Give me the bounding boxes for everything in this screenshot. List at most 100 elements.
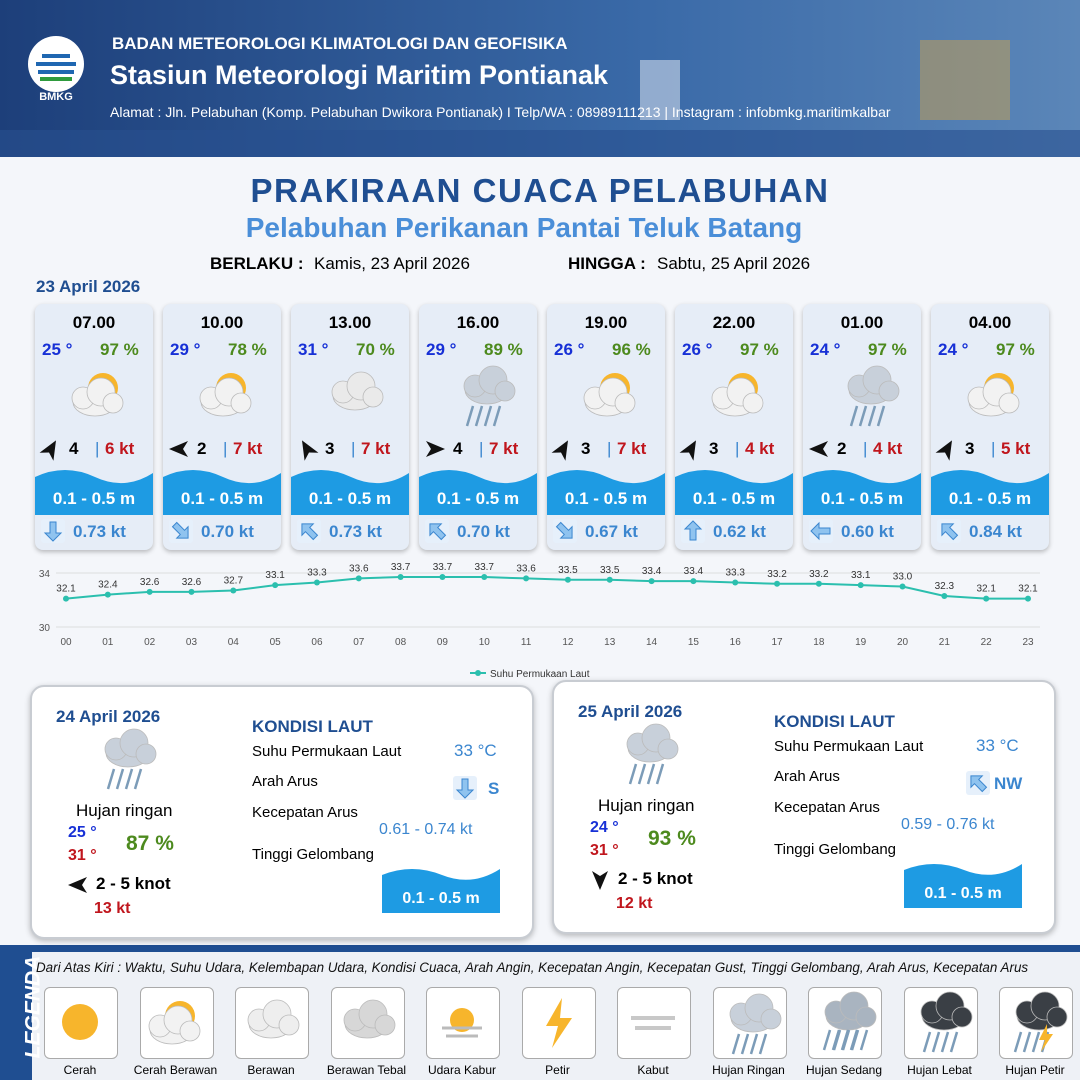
sst-point [523, 575, 530, 582]
current-arrow [966, 771, 990, 795]
subtitle: Pelabuhan Perikanan Pantai Teluk Batang [245, 212, 803, 243]
weather-icon [847, 365, 900, 427]
legend-label: Hujan Petir [1005, 1063, 1065, 1077]
legend-label: Berawan [247, 1063, 295, 1077]
wind-arrow [302, 440, 319, 461]
x-tick-label: 08 [395, 637, 407, 648]
temperature: 24 ° [810, 340, 841, 359]
current-speed-label: Kecepatan Arus [774, 799, 880, 816]
weather-icon [626, 723, 679, 785]
legend-icon [442, 1008, 482, 1038]
sst-point [815, 580, 822, 587]
gust: 7 kt [233, 439, 263, 458]
x-tick-label: 22 [981, 637, 993, 648]
current-arrow [809, 519, 833, 543]
sst-point [564, 576, 571, 583]
wave [931, 470, 1049, 515]
gust: 6 kt [105, 439, 135, 458]
data-label: 33.7 [391, 562, 411, 573]
separator: | [735, 439, 740, 458]
valid-to: Sabtu, 25 April 2026 [657, 254, 811, 273]
current-speed: 0.84 kt [969, 522, 1022, 541]
sst-point [899, 583, 906, 590]
x-tick-label: 13 [604, 637, 616, 648]
wave [291, 470, 409, 515]
time: 13.00 [328, 313, 372, 332]
wind-speed: 3 [581, 439, 591, 458]
sst-point [732, 579, 739, 586]
weather-icon [331, 371, 384, 411]
date: 25 April 2026 [578, 702, 683, 721]
wave-height: 0.1 - 0.5 m [692, 489, 776, 508]
wind-speed: 3 [965, 439, 975, 458]
sst-line [65, 576, 1028, 600]
sst-point [690, 578, 697, 585]
wave-height: 0.1 - 0.5 m [308, 489, 392, 508]
wind-speed: 4 [453, 439, 463, 458]
title: PRAKIRAAN CUACA PELABUHAN [250, 172, 830, 209]
legend-label: Cerah Berawan [133, 1063, 218, 1077]
legend-icon [631, 1016, 675, 1030]
separator: | [351, 439, 356, 458]
data-label: 33.6 [349, 563, 369, 574]
x-tick-label: 01 [102, 637, 114, 648]
sst-point [397, 574, 404, 581]
valid-from: Kamis, 23 April 2026 [314, 254, 470, 273]
legend-icon [920, 991, 972, 1053]
legend-icon [1013, 991, 1068, 1053]
gust: 4 kt [745, 439, 775, 458]
time: 19.00 [584, 313, 628, 332]
data-label: 33.1 [851, 570, 871, 581]
wind-arrow [169, 441, 188, 457]
legend-label: Hujan Sedang [805, 1063, 883, 1077]
sst-point [481, 574, 488, 581]
current-arrow [553, 519, 577, 543]
x-tick-label: 03 [186, 637, 198, 648]
current-dir: S [488, 779, 500, 798]
humidity: 97 % [740, 340, 779, 359]
header-decor [0, 40, 1080, 157]
sst-point [313, 579, 320, 586]
data-label: 33.5 [558, 565, 578, 576]
condition: Hujan ringan [598, 796, 695, 815]
sea-title: KONDISI LAUT [774, 712, 895, 731]
agency: BADAN METEOROLOGI KLIMATOLOGI DAN GEOFIS… [112, 34, 568, 53]
data-label: 32.1 [56, 584, 76, 595]
current-speed: 0.73 kt [73, 522, 126, 541]
data-label: 33.0 [893, 572, 913, 583]
wave [163, 470, 281, 515]
current-arrow [681, 519, 705, 543]
current-speed: 0.70 kt [457, 522, 510, 541]
data-label: 33.1 [265, 570, 285, 581]
x-tick-label: 09 [437, 637, 449, 648]
x-tick-label: 19 [855, 637, 867, 648]
sst-point [606, 576, 613, 583]
wind-speed: 3 [325, 439, 335, 458]
separator: | [991, 439, 996, 458]
wind-speed: 2 [837, 439, 847, 458]
wind-arrow [809, 441, 828, 457]
logo: BMKG [28, 36, 84, 103]
valid-from-label: BERLAKU : [210, 254, 304, 273]
wind-arrow [935, 440, 952, 461]
wave-height: 0.1 - 0.5 m [564, 489, 648, 508]
separator: | [863, 439, 868, 458]
gust: 13 kt [94, 900, 131, 917]
weather-icon [104, 728, 157, 790]
gust: 5 kt [1001, 439, 1031, 458]
y-tick-label: 30 [39, 623, 51, 634]
separator: | [223, 439, 228, 458]
wave-height: 0.1 - 0.5 m [924, 885, 1002, 902]
sst-label: Suhu Permukaan Laut [774, 738, 924, 755]
wave-height: 0.1 - 0.5 m [820, 489, 904, 508]
temp-min: 25 ° [68, 824, 97, 841]
humidity: 96 % [612, 340, 651, 359]
weather-icon [199, 373, 252, 417]
data-label: 32.6 [140, 577, 160, 588]
legend-label: Suhu Permukaan Laut [490, 669, 590, 680]
x-tick-label: 07 [353, 637, 365, 648]
current-arrow [41, 519, 65, 543]
weather-icon [71, 373, 124, 417]
sst-point [230, 587, 237, 594]
